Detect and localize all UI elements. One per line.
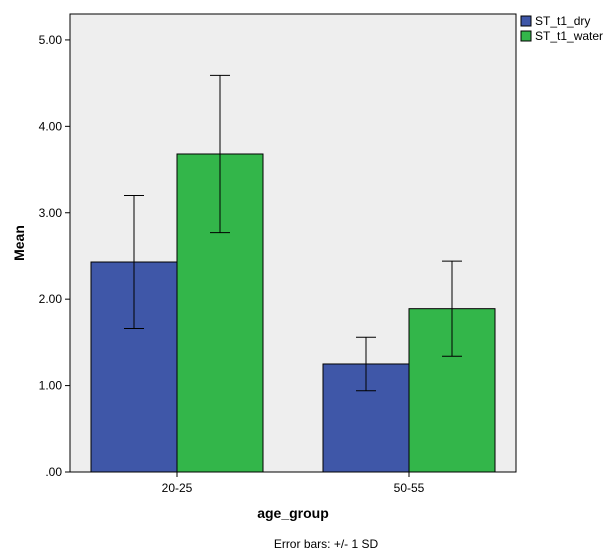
legend-label: ST_t1_dry xyxy=(535,14,590,28)
error-bars xyxy=(124,74,462,392)
legend-swatch xyxy=(520,30,532,42)
x-tick-label: 20-25 xyxy=(162,481,193,495)
y-tick-label: 1.00 xyxy=(39,379,63,393)
error-bar-note: Error bars: +/- 1 SD xyxy=(274,537,379,551)
x-tick-label: 50-55 xyxy=(394,481,425,495)
legend-label: ST_t1_water xyxy=(535,29,603,43)
legend-swatch xyxy=(520,15,532,27)
y-axis-title: Mean xyxy=(11,225,27,261)
y-tick-label: 4.00 xyxy=(39,119,63,133)
y-tick-label: 2.00 xyxy=(39,292,63,306)
y-axis-ticks: .00 1.00 2.00 3.00 4.00 5.00 xyxy=(39,33,70,479)
x-axis-ticks: 20-25 50-55 xyxy=(162,472,425,495)
y-tick-label: 5.00 xyxy=(39,33,63,47)
x-axis-title: age_group xyxy=(257,505,329,521)
y-tick-label: 3.00 xyxy=(39,206,63,220)
y-tick-label: .00 xyxy=(45,465,62,479)
